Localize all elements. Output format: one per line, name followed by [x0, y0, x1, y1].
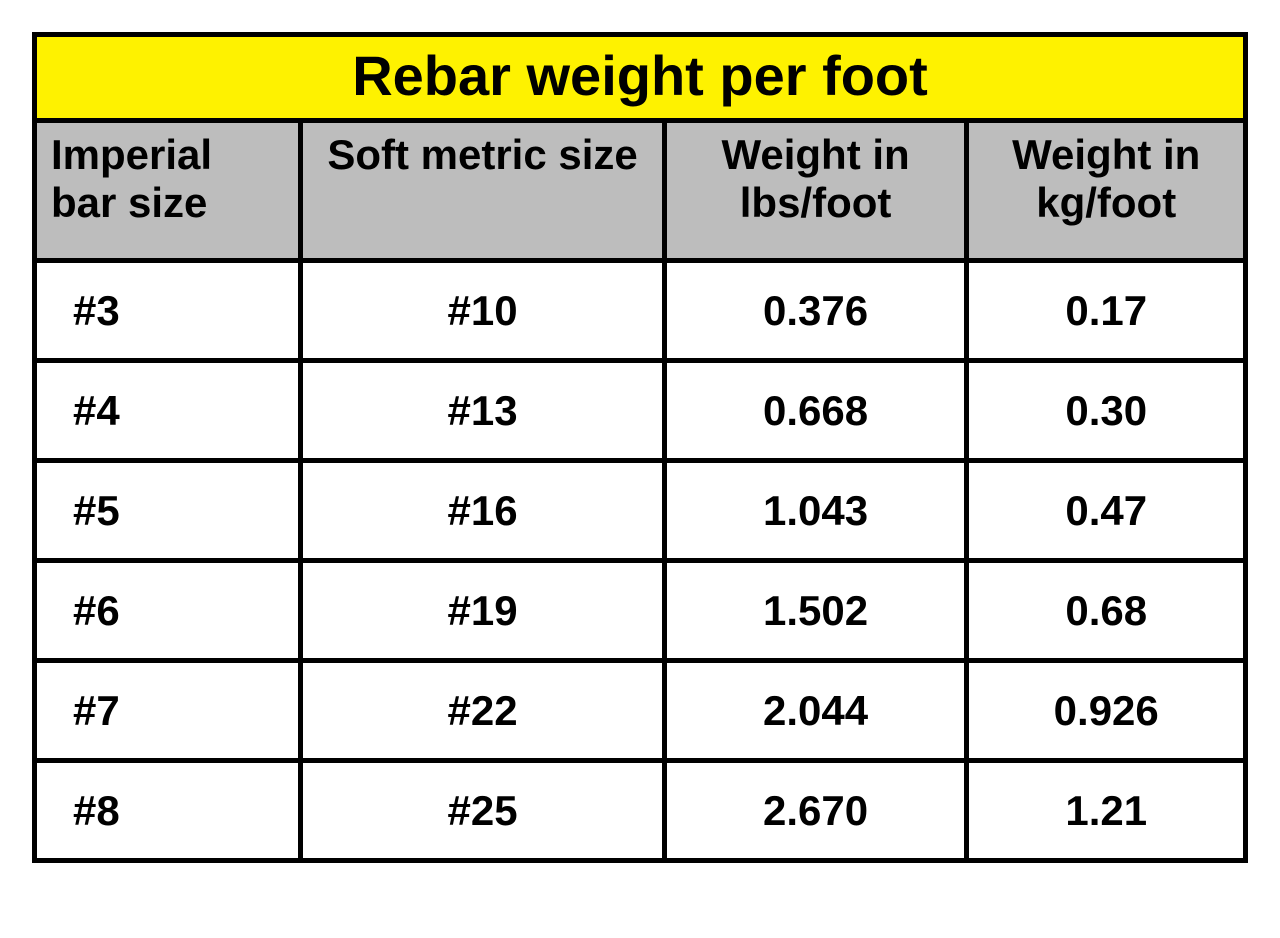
table-body: #3 #10 0.376 0.17 #4 #13 0.668 0.30 #5 #… [35, 261, 1246, 861]
cell-imperial: #8 [35, 761, 301, 861]
cell-metric: #16 [301, 461, 664, 561]
cell-kg: 0.68 [967, 561, 1246, 661]
cell-metric: #10 [301, 261, 664, 361]
cell-kg: 1.21 [967, 761, 1246, 861]
rebar-weight-table: Rebar weight per foot Imperial bar size … [32, 32, 1248, 863]
cell-imperial: #6 [35, 561, 301, 661]
table-row: #6 #19 1.502 0.68 [35, 561, 1246, 661]
table-row: #8 #25 2.670 1.21 [35, 761, 1246, 861]
table-row: #3 #10 0.376 0.17 [35, 261, 1246, 361]
header-weight-kg-foot: Weight in kg/foot [967, 121, 1246, 261]
table-row: #4 #13 0.668 0.30 [35, 361, 1246, 461]
table-title: Rebar weight per foot [35, 35, 1246, 121]
title-row: Rebar weight per foot [35, 35, 1246, 121]
cell-lbs: 0.376 [664, 261, 967, 361]
cell-kg: 0.926 [967, 661, 1246, 761]
cell-metric: #13 [301, 361, 664, 461]
cell-imperial: #4 [35, 361, 301, 461]
cell-kg: 0.47 [967, 461, 1246, 561]
cell-metric: #25 [301, 761, 664, 861]
rebar-weight-table-container: Rebar weight per foot Imperial bar size … [32, 32, 1248, 863]
cell-imperial: #5 [35, 461, 301, 561]
cell-metric: #19 [301, 561, 664, 661]
cell-lbs: 2.670 [664, 761, 967, 861]
cell-imperial: #3 [35, 261, 301, 361]
cell-lbs: 0.668 [664, 361, 967, 461]
cell-imperial: #7 [35, 661, 301, 761]
cell-kg: 0.17 [967, 261, 1246, 361]
header-imperial-bar-size: Imperial bar size [35, 121, 301, 261]
header-soft-metric-size: Soft metric size [301, 121, 664, 261]
table-row: #5 #16 1.043 0.47 [35, 461, 1246, 561]
header-weight-lbs-foot: Weight in lbs/foot [664, 121, 967, 261]
cell-kg: 0.30 [967, 361, 1246, 461]
cell-lbs: 1.043 [664, 461, 967, 561]
cell-lbs: 2.044 [664, 661, 967, 761]
cell-lbs: 1.502 [664, 561, 967, 661]
table-row: #7 #22 2.044 0.926 [35, 661, 1246, 761]
cell-metric: #22 [301, 661, 664, 761]
header-row: Imperial bar size Soft metric size Weigh… [35, 121, 1246, 261]
